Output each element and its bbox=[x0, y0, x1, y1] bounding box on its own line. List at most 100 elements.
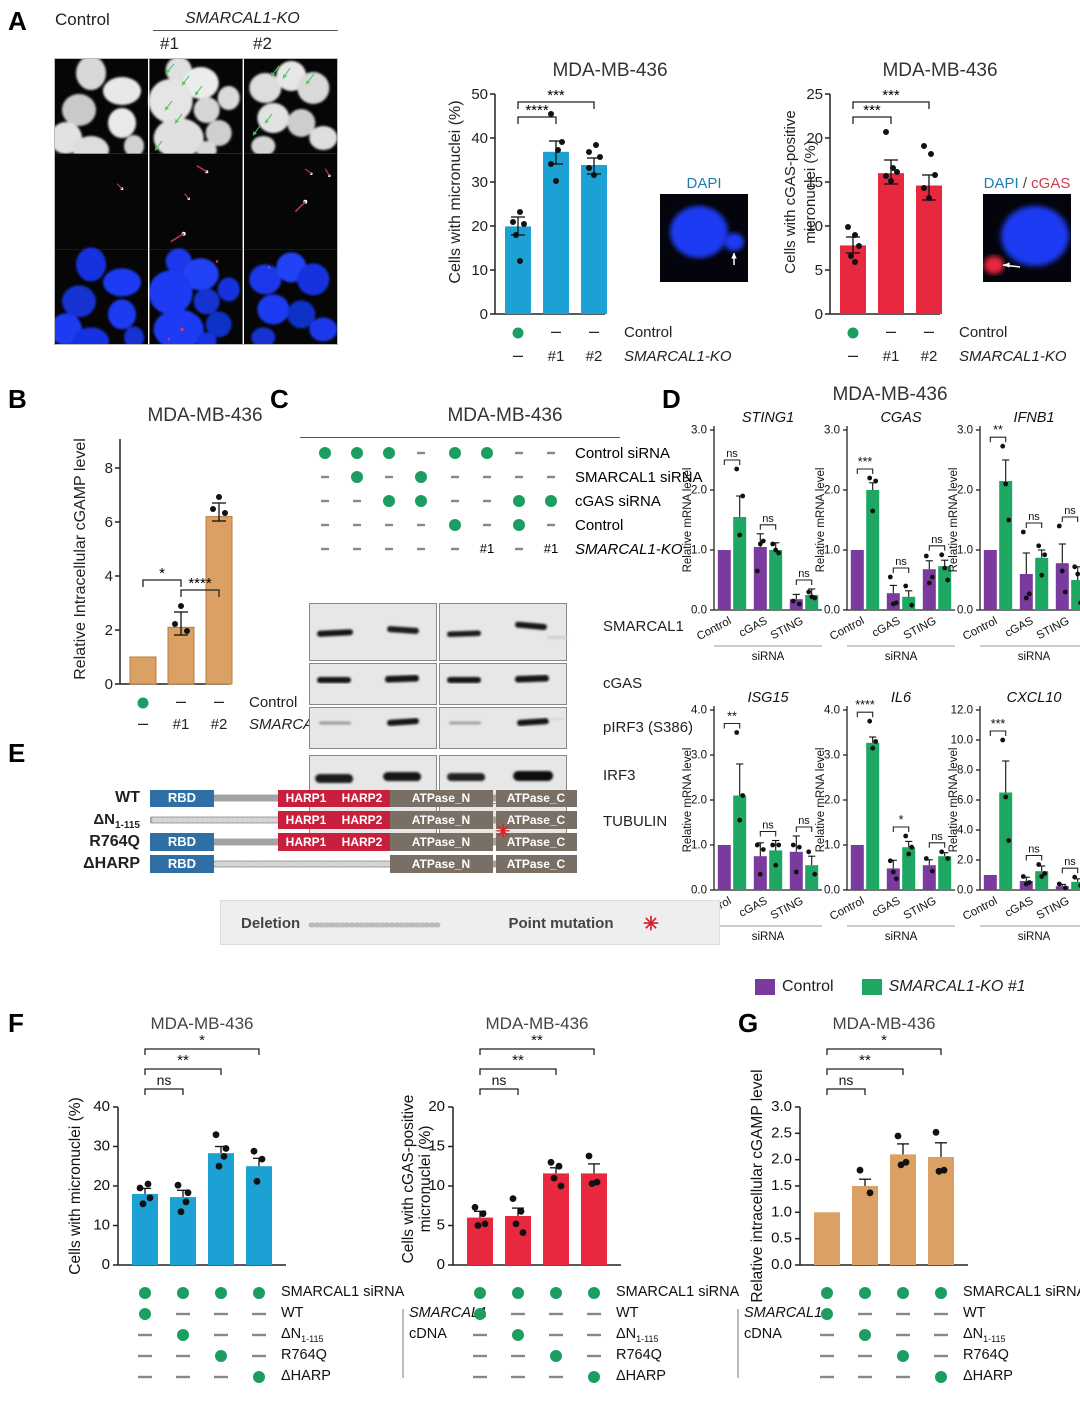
svg-text:cGAS siRNA: cGAS siRNA bbox=[575, 493, 661, 510]
svg-text:ns: ns bbox=[798, 568, 810, 580]
svg-text:MDA-MB-436: MDA-MB-436 bbox=[486, 1014, 589, 1033]
svg-text:ATPase_N: ATPase_N bbox=[412, 857, 470, 871]
svg-text:–: – bbox=[513, 345, 523, 364]
svg-text:micronuclei (%): micronuclei (%) bbox=[802, 140, 819, 243]
svg-text:4.0: 4.0 bbox=[824, 705, 840, 717]
svg-text:ns: ns bbox=[762, 513, 774, 525]
svg-text:#2: #2 bbox=[921, 348, 938, 364]
svg-text:–: – bbox=[176, 691, 186, 711]
svg-text:#1: #1 bbox=[480, 541, 494, 556]
svg-text:0.5: 0.5 bbox=[771, 1230, 792, 1247]
svg-text:5: 5 bbox=[815, 262, 823, 279]
svg-text:ns: ns bbox=[726, 448, 738, 460]
svg-text:#1: #1 bbox=[548, 348, 565, 364]
svg-text:SMARCAL1-KO: SMARCAL1-KO bbox=[575, 541, 683, 558]
svg-text:30: 30 bbox=[471, 174, 488, 191]
svg-text:MDA-MB-436: MDA-MB-436 bbox=[833, 1014, 936, 1033]
svg-text:#2: #2 bbox=[211, 716, 228, 729]
svg-text:ATPase_C: ATPase_C bbox=[507, 791, 566, 805]
svg-text:ns: ns bbox=[1028, 511, 1040, 523]
svg-text:#1: #1 bbox=[173, 716, 190, 729]
svg-text:10: 10 bbox=[93, 1217, 110, 1234]
svg-text:HARP1: HARP1 bbox=[286, 813, 327, 827]
svg-text:CXCL10: CXCL10 bbox=[1007, 690, 1062, 706]
svg-text:siRNA: siRNA bbox=[1018, 651, 1051, 663]
svg-text:–: – bbox=[138, 713, 148, 729]
svg-text:ns: ns bbox=[895, 556, 907, 568]
svg-text:Point mutation: Point mutation bbox=[509, 915, 614, 932]
svg-text:–: – bbox=[214, 691, 224, 711]
svg-text:cGAS: cGAS bbox=[870, 615, 902, 640]
svg-text:Control: Control bbox=[961, 615, 999, 643]
svg-text:CGAS: CGAS bbox=[880, 410, 921, 426]
svg-text:*: * bbox=[881, 1032, 887, 1049]
svg-text:25: 25 bbox=[806, 86, 823, 103]
svg-text:0.0: 0.0 bbox=[824, 605, 840, 617]
svg-text:HARP1: HARP1 bbox=[286, 791, 327, 805]
svg-text:0: 0 bbox=[437, 1256, 445, 1273]
svg-text:10.0: 10.0 bbox=[951, 735, 973, 747]
svg-text:0.0: 0.0 bbox=[771, 1256, 792, 1273]
svg-text:4: 4 bbox=[105, 568, 113, 585]
svg-text:40: 40 bbox=[471, 130, 488, 147]
svg-text:HARP2: HARP2 bbox=[342, 791, 383, 805]
svg-text:HARP2: HARP2 bbox=[342, 835, 383, 849]
svg-text:5: 5 bbox=[437, 1217, 445, 1234]
svg-text:Relative mRNA level: Relative mRNA level bbox=[948, 748, 960, 853]
svg-text:30: 30 bbox=[93, 1138, 110, 1155]
svg-text:2: 2 bbox=[105, 622, 113, 639]
svg-text:4.0: 4.0 bbox=[691, 705, 707, 717]
svg-text:0: 0 bbox=[480, 306, 488, 323]
svg-text:ATPase_N: ATPase_N bbox=[412, 813, 470, 827]
svg-text:Cells with cGAS-positive: Cells with cGAS-positive bbox=[782, 110, 799, 273]
svg-text:***: *** bbox=[547, 87, 565, 104]
svg-text:3.0: 3.0 bbox=[957, 425, 973, 437]
svg-text:ATPase_C: ATPase_C bbox=[507, 835, 566, 849]
svg-text:ATPase_N: ATPase_N bbox=[412, 835, 470, 849]
svg-text:RBD: RBD bbox=[168, 790, 196, 805]
svg-text:Control: Control bbox=[695, 615, 733, 643]
svg-text:RBD: RBD bbox=[168, 856, 196, 871]
svg-text:40: 40 bbox=[93, 1098, 110, 1115]
svg-text:#2: #2 bbox=[586, 348, 603, 364]
svg-text:**: ** bbox=[993, 423, 1003, 437]
svg-text:3.0: 3.0 bbox=[691, 425, 707, 437]
svg-text:0: 0 bbox=[102, 1256, 110, 1273]
svg-text:Relative mRNA level: Relative mRNA level bbox=[815, 468, 827, 573]
svg-text:****: **** bbox=[855, 698, 875, 712]
svg-text:12.0: 12.0 bbox=[951, 705, 973, 717]
svg-text:STING1: STING1 bbox=[742, 410, 794, 426]
svg-text:0.0: 0.0 bbox=[957, 605, 973, 617]
svg-text:ns: ns bbox=[1064, 856, 1076, 868]
svg-text:Cells with cGAS-positive: Cells with cGAS-positive bbox=[400, 1095, 417, 1264]
svg-text:cGAS: cGAS bbox=[1003, 895, 1035, 920]
svg-text:HARP2: HARP2 bbox=[342, 813, 383, 827]
svg-text:ns: ns bbox=[839, 1072, 854, 1088]
svg-text:***: *** bbox=[882, 87, 900, 104]
svg-text:cGAS: cGAS bbox=[737, 615, 769, 640]
svg-text:0: 0 bbox=[105, 676, 113, 693]
svg-text:cGAS: cGAS bbox=[1003, 615, 1035, 640]
svg-text:0.0: 0.0 bbox=[957, 885, 973, 897]
svg-text:ATPase_N: ATPase_N bbox=[412, 791, 470, 805]
svg-text:#1: #1 bbox=[544, 541, 558, 556]
svg-text:20: 20 bbox=[428, 1098, 445, 1115]
svg-text:STING: STING bbox=[769, 615, 806, 642]
svg-text:–: – bbox=[551, 321, 561, 341]
svg-text:ns: ns bbox=[931, 534, 943, 546]
svg-text:3.0: 3.0 bbox=[771, 1098, 792, 1115]
svg-text:–: – bbox=[924, 321, 934, 341]
svg-text:**: ** bbox=[727, 710, 737, 724]
svg-text:RBD: RBD bbox=[168, 834, 196, 849]
svg-text:ns: ns bbox=[492, 1072, 507, 1088]
svg-text:ATPase_C: ATPase_C bbox=[507, 857, 566, 871]
svg-text:IFNB1: IFNB1 bbox=[1013, 410, 1054, 426]
svg-text:Relative mRNA level: Relative mRNA level bbox=[682, 468, 694, 573]
svg-text:micronuclei (%): micronuclei (%) bbox=[417, 1126, 434, 1233]
svg-text:Control: Control bbox=[624, 324, 672, 341]
svg-text:20: 20 bbox=[471, 218, 488, 235]
svg-text:HARP1: HARP1 bbox=[286, 835, 327, 849]
svg-text:Control: Control bbox=[249, 694, 297, 711]
svg-text:6: 6 bbox=[105, 514, 113, 531]
svg-text:–: – bbox=[848, 345, 858, 364]
